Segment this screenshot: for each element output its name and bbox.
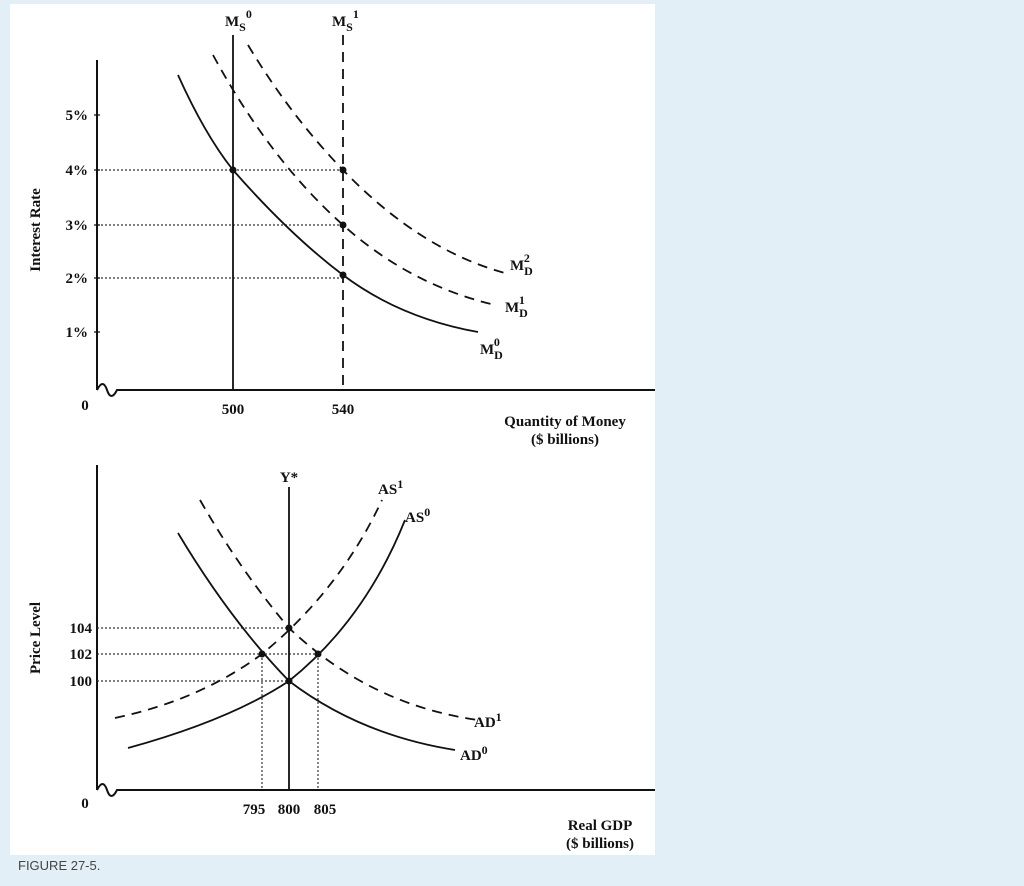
tick: 4% [66,163,89,179]
tick: 805 [314,802,337,818]
as1-label: AS1 [378,477,403,498]
origin: 0 [81,796,89,812]
md1-curve [212,54,496,306]
caption: FIGURE 27-5. [18,858,100,873]
tick: 102 [70,647,93,663]
tick: 795 [243,802,266,818]
md0-curve [177,74,479,333]
as0-label: AS0 [405,505,430,526]
tick: 104 [70,621,93,637]
tick: 3% [66,218,89,234]
points [229,166,347,279]
guides [97,169,343,279]
tick: 500 [222,402,245,418]
md0-label: MD0 [480,335,503,362]
y-axis-title: Interest Rate [28,188,44,272]
tick: 540 [332,402,355,418]
tick: 100 [70,674,93,690]
panel [10,4,655,855]
md2-label: MD2 [510,251,533,278]
ad1-label: AD1 [474,710,502,731]
money-market: Interest Rate 5% 4% 3% 2% 1% 0 500 540 Q… [28,7,655,448]
ms1-label: MS1 [332,7,359,34]
goods-market: Price Level 104 102 100 0 795 800 805 Y*… [28,465,655,852]
tick: 1% [66,325,89,341]
tick: 800 [278,802,301,818]
tick: 2% [66,271,89,287]
guides [97,627,319,790]
md1-label: MD1 [505,293,528,320]
x-axis-title: Quantity of Money [504,414,626,430]
x-axis-unit: ($ billions) [531,432,599,448]
y-axis-title: Price Level [28,602,44,674]
potential-label: Y* [280,470,298,486]
ms0-label: MS0 [225,7,252,34]
tick: 5% [66,108,89,124]
origin: 0 [81,398,89,414]
y-ticks: 5% 4% 3% 2% 1% [66,108,100,341]
x-axis-title: Real GDP [568,818,633,834]
x-axis-unit: ($ billions) [566,836,634,852]
points [258,624,322,685]
ad0-label: AD0 [460,743,488,764]
